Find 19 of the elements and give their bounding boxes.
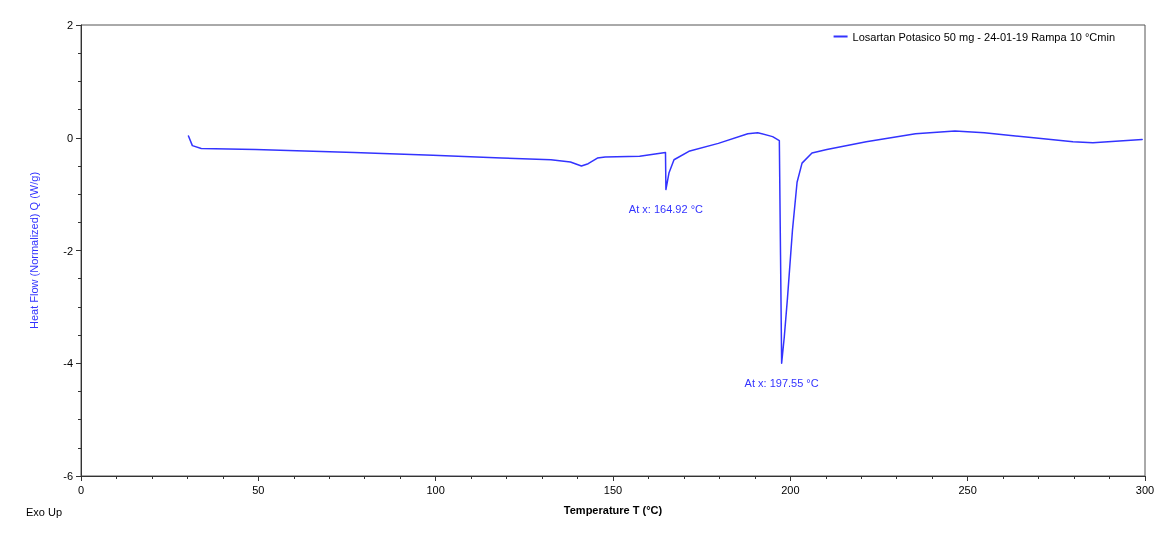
annotation: At x: 197.55 °C: [744, 376, 819, 389]
legend-label: Losartan Potasico 50 mg - 24-01-19 Rampa 10 °Cmin: [852, 30, 1115, 43]
y-tick-label: -4: [63, 357, 73, 370]
x-tick-label: 150: [603, 483, 623, 496]
x-axis-title: Temperature T (°C): [563, 503, 663, 516]
x-tick-label: 250: [958, 483, 977, 496]
line-series: [187, 130, 1143, 364]
x-tick-label: 300: [1135, 483, 1155, 496]
y-axis-title: Heat Flow (Normalized) Q (W/g): [27, 171, 40, 330]
y-tick-label: 0: [66, 131, 73, 144]
y-tick-label: -2: [63, 244, 73, 257]
y-tick-label: 2: [66, 19, 73, 31]
y-tick-label: -6: [63, 470, 73, 482]
text: Exo Up: [26, 505, 63, 518]
x-tick-label: 50: [252, 483, 265, 496]
x-tick-label: 0: [77, 483, 85, 496]
annotation: At x: 164.92 °C: [628, 203, 704, 216]
x-tick-label: 100: [426, 483, 445, 496]
x-tick-label: 200: [781, 483, 800, 496]
